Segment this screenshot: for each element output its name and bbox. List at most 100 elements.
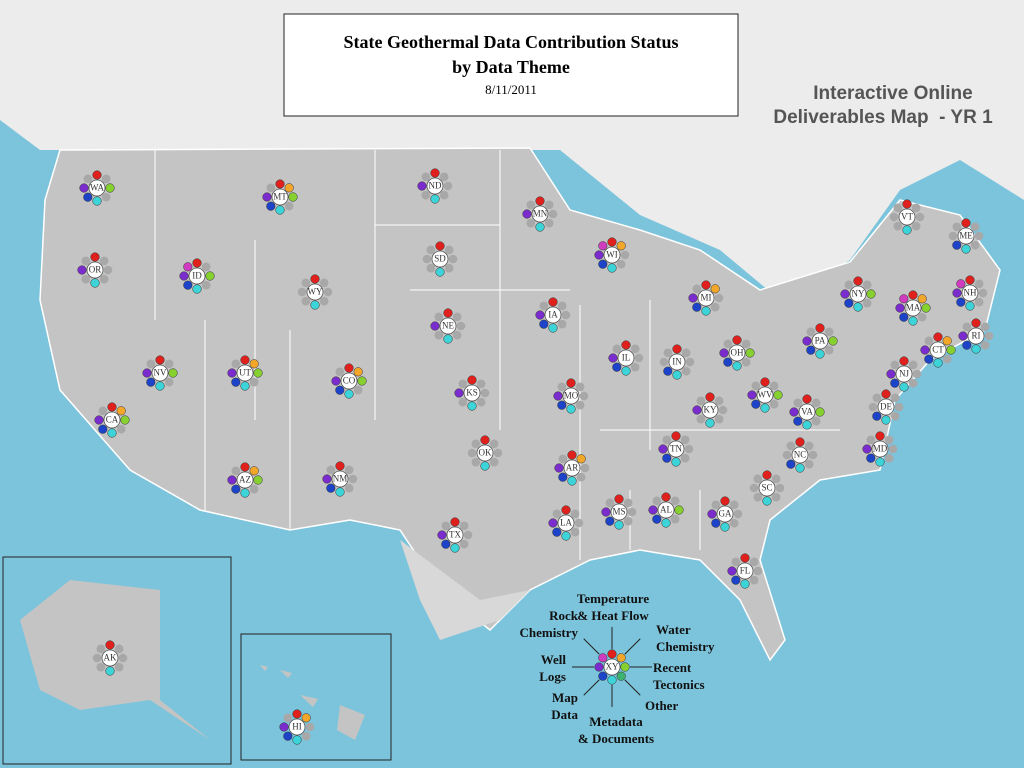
theme-dot: [114, 662, 124, 672]
theme-dot: [183, 262, 193, 272]
theme-dot: [924, 336, 934, 346]
theme-dot: [681, 348, 691, 358]
theme-dot: [844, 298, 854, 308]
theme-dot: [793, 416, 803, 426]
theme-dot: [607, 237, 617, 247]
theme-dot: [92, 196, 102, 206]
state-badge: [439, 317, 457, 335]
theme-dot: [911, 203, 921, 213]
theme-dot: [240, 488, 250, 498]
theme-dot: [441, 539, 451, 549]
theme-dot: [753, 474, 763, 484]
state-badge: [904, 299, 922, 317]
theme-dot: [301, 731, 311, 741]
state-badge: [563, 459, 581, 477]
theme-dot: [648, 505, 658, 515]
theme-dot: [749, 557, 759, 567]
theme-dot: [437, 530, 447, 540]
theme-dot: [598, 241, 608, 251]
theme-dot: [672, 370, 682, 380]
legend-label: & Heat Flow: [577, 608, 649, 623]
theme-dot: [544, 200, 554, 210]
theme-dot: [463, 530, 473, 540]
theme-dot: [605, 498, 615, 508]
theme-dot: [92, 653, 102, 663]
legend-leader: [583, 679, 600, 696]
state-label: TX: [449, 530, 461, 540]
theme-dot: [980, 322, 990, 332]
theme-dot: [875, 431, 885, 441]
theme-dot: [672, 344, 682, 354]
theme-dot: [570, 509, 580, 519]
state-label: UT: [239, 368, 251, 378]
theme-dot: [811, 398, 821, 408]
theme-dot: [301, 278, 311, 288]
theme-dot: [731, 557, 741, 567]
theme-dot: [674, 505, 684, 515]
theme-dot: [443, 181, 453, 191]
theme-dot: [164, 377, 174, 387]
theme-dot: [594, 250, 604, 260]
state-label: VT: [901, 212, 913, 222]
theme-dot: [454, 388, 464, 398]
theme-dot: [105, 640, 115, 650]
theme-dot: [961, 218, 971, 228]
theme-dot: [956, 297, 966, 307]
theme-dot: [844, 280, 854, 290]
theme-dot: [902, 225, 912, 235]
theme-dot: [894, 402, 904, 412]
theme-dot: [663, 366, 673, 376]
theme-dot: [727, 566, 737, 576]
theme-dot: [872, 393, 882, 403]
theme-dot: [476, 379, 486, 389]
theme-dot: [711, 500, 721, 510]
state-badge: [668, 353, 686, 371]
state-badge: [331, 470, 349, 488]
theme-dot: [480, 388, 490, 398]
state-label: CA: [106, 415, 119, 425]
theme-dot: [322, 474, 332, 484]
state-badge: [426, 177, 444, 195]
state-label: WV: [758, 390, 773, 400]
state-badge: [697, 289, 715, 307]
theme-dot: [574, 518, 584, 528]
theme-dot: [439, 190, 449, 200]
theme-dot: [917, 294, 927, 304]
theme-dot: [652, 514, 662, 524]
theme-dot: [616, 653, 626, 663]
theme-dot: [612, 362, 622, 372]
theme-dot: [707, 509, 717, 519]
theme-dot: [762, 496, 772, 506]
theme-dot: [614, 520, 624, 530]
theme-dot: [890, 360, 900, 370]
theme-dot: [620, 250, 630, 260]
theme-dot: [231, 377, 241, 387]
theme-dot: [526, 200, 536, 210]
legend-label: Map: [552, 690, 578, 705]
theme-dot: [924, 354, 934, 364]
theme-dot: [348, 474, 358, 484]
theme-dot: [866, 453, 876, 463]
theme-dot: [853, 302, 863, 312]
theme-dot: [753, 492, 763, 502]
theme-dot: [557, 319, 567, 329]
theme-dot: [450, 517, 460, 527]
state-badge: [603, 246, 621, 264]
theme-dot: [426, 263, 436, 273]
theme-dot: [183, 280, 193, 290]
theme-dot: [421, 190, 431, 200]
theme-dot: [443, 308, 453, 318]
theme-dot: [718, 405, 728, 415]
theme-dot: [899, 312, 909, 322]
theme-dot: [284, 201, 294, 211]
theme-dot: [671, 457, 681, 467]
theme-dot: [671, 431, 681, 441]
theme-dot: [548, 209, 558, 219]
theme-dot: [444, 245, 454, 255]
theme-dot: [729, 500, 739, 510]
theme-dot: [710, 302, 720, 312]
state-label: CT: [932, 345, 944, 355]
state-label: LA: [560, 518, 572, 528]
theme-dot: [970, 222, 980, 232]
theme-dot: [607, 675, 617, 685]
